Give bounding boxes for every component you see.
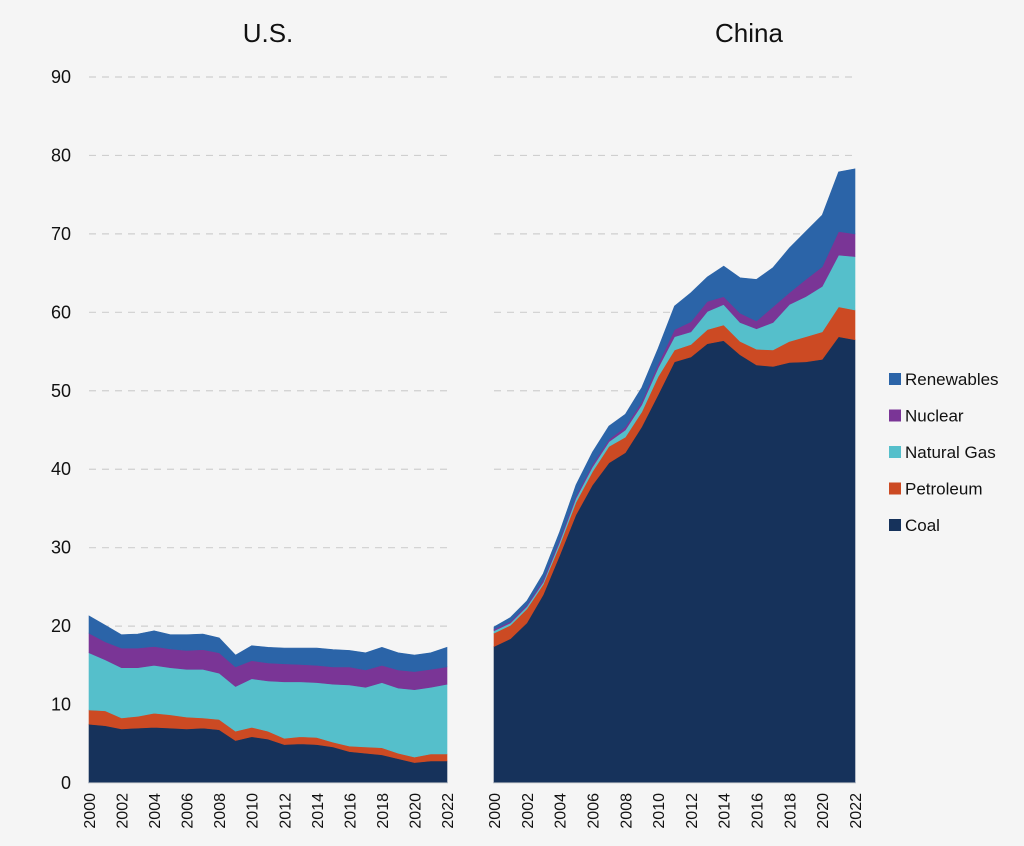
x-tick-label: 2014 bbox=[717, 793, 734, 829]
x-tick-label: 2010 bbox=[245, 793, 262, 829]
legend-label: Petroleum bbox=[905, 480, 982, 499]
x-axis-china: 2000 2002 2004 2006 2008 2010 2012 2014 2016 2018… bbox=[487, 793, 865, 829]
x-tick-label: 2000 bbox=[82, 793, 99, 829]
x-tick-label: 2018 bbox=[782, 793, 799, 829]
x-tick-label: 2022 bbox=[440, 793, 457, 829]
legend: Renewables Nuclear Natural Gas Petroleum Coa… bbox=[889, 370, 999, 535]
y-tick-label: 80 bbox=[51, 145, 71, 165]
x-tick-label: 2004 bbox=[553, 793, 570, 829]
x-tick-label: 2014 bbox=[310, 793, 327, 829]
panel-china: China 2000 2002 2004 2006 2008 2010 2012 2014 20… bbox=[487, 18, 865, 829]
legend-label: Natural Gas bbox=[905, 443, 996, 462]
panel-title-china: China bbox=[715, 18, 783, 48]
y-axis: 0 10 20 30 40 50 60 70 80 90 bbox=[51, 67, 71, 793]
x-tick-label: 2002 bbox=[520, 793, 537, 829]
legend-swatch-renewables bbox=[889, 373, 901, 385]
y-tick-label: 60 bbox=[51, 302, 71, 322]
x-tick-label: 2006 bbox=[180, 793, 197, 829]
legend-label: Coal bbox=[905, 516, 940, 535]
x-axis-us: 2000 2002 2004 2006 2008 2010 2012 2014 2016 2018… bbox=[82, 793, 457, 829]
area-renewables bbox=[88, 615, 448, 672]
x-tick-label: 2022 bbox=[848, 793, 865, 829]
area-coal bbox=[493, 336, 856, 784]
x-tick-label: 2002 bbox=[115, 793, 132, 829]
y-tick-label: 0 bbox=[61, 773, 71, 793]
x-tick-label: 2008 bbox=[212, 793, 229, 829]
x-tick-label: 2020 bbox=[815, 793, 832, 829]
x-tick-label: 2018 bbox=[375, 793, 392, 829]
area-renewables bbox=[493, 168, 856, 630]
x-tick-label: 2008 bbox=[618, 793, 635, 829]
panel-us: U.S. 2000 2002 2004 2006 2008 2010 2012 2014 201… bbox=[82, 18, 457, 829]
legend-label: Renewables bbox=[905, 370, 999, 389]
areas-us bbox=[88, 615, 448, 784]
y-tick-label: 30 bbox=[51, 538, 71, 558]
y-tick-label: 50 bbox=[51, 381, 71, 401]
y-tick-label: 40 bbox=[51, 459, 71, 479]
y-tick-label: 10 bbox=[51, 695, 71, 715]
x-tick-label: 2006 bbox=[586, 793, 603, 829]
y-tick-label: 20 bbox=[51, 616, 71, 636]
x-tick-label: 2000 bbox=[487, 793, 504, 829]
y-tick-label: 70 bbox=[51, 224, 71, 244]
x-tick-label: 2012 bbox=[684, 793, 701, 829]
x-tick-label: 2004 bbox=[147, 793, 164, 829]
legend-swatch-natural-gas bbox=[889, 446, 901, 458]
x-tick-label: 2012 bbox=[277, 793, 294, 829]
x-tick-label: 2020 bbox=[408, 793, 425, 829]
x-tick-label: 2010 bbox=[651, 793, 668, 829]
x-tick-label: 2016 bbox=[750, 793, 767, 829]
legend-swatch-coal bbox=[889, 519, 901, 531]
x-tick-label: 2016 bbox=[342, 793, 359, 829]
legend-label: Nuclear bbox=[905, 407, 964, 426]
areas-china bbox=[493, 168, 856, 784]
legend-swatch-nuclear bbox=[889, 409, 901, 422]
legend-swatch-petroleum bbox=[889, 482, 901, 495]
panel-title-us: U.S. bbox=[243, 18, 294, 48]
y-tick-label: 90 bbox=[51, 67, 71, 87]
